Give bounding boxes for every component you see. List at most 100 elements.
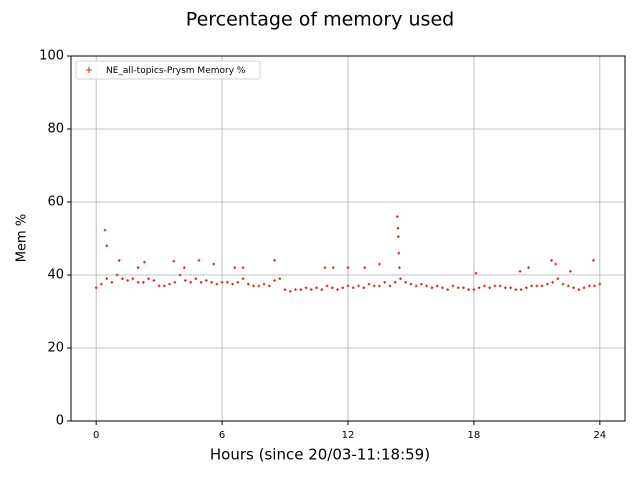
point xyxy=(283,288,287,291)
point xyxy=(173,281,177,284)
point xyxy=(117,259,121,262)
point xyxy=(504,286,507,290)
point xyxy=(527,266,530,269)
point xyxy=(535,284,539,288)
x-tick-label: 0 xyxy=(93,430,99,441)
point xyxy=(525,286,528,290)
point xyxy=(456,286,460,290)
point xyxy=(94,286,98,290)
point xyxy=(252,284,255,288)
point xyxy=(441,286,444,290)
point xyxy=(241,277,245,280)
point xyxy=(346,266,350,269)
point xyxy=(278,277,282,280)
point xyxy=(178,273,182,277)
point xyxy=(446,288,449,291)
point xyxy=(184,279,187,282)
point xyxy=(556,277,560,280)
point xyxy=(115,273,119,277)
point xyxy=(388,284,392,288)
point xyxy=(197,259,201,262)
point xyxy=(136,266,140,269)
point xyxy=(430,286,434,290)
point xyxy=(220,281,224,284)
point xyxy=(268,284,271,288)
x-tick-label: 6 xyxy=(219,430,225,441)
point xyxy=(233,266,236,269)
point xyxy=(183,266,186,269)
point xyxy=(273,259,276,262)
point xyxy=(530,284,533,288)
point xyxy=(262,282,266,286)
x-tick-label: 12 xyxy=(342,430,355,441)
point xyxy=(110,281,114,284)
point xyxy=(372,284,376,288)
point xyxy=(247,282,250,286)
point xyxy=(163,284,166,288)
point xyxy=(420,282,423,286)
point xyxy=(257,284,261,288)
point xyxy=(357,284,360,288)
point xyxy=(241,266,245,269)
point xyxy=(363,266,367,269)
point xyxy=(215,282,219,286)
point xyxy=(105,244,108,248)
point xyxy=(288,290,292,293)
point xyxy=(435,284,439,288)
point xyxy=(320,288,324,291)
point xyxy=(236,281,240,284)
y-tick-label: 100 xyxy=(39,49,64,64)
point xyxy=(168,282,171,286)
legend-marker xyxy=(86,67,92,73)
point xyxy=(398,266,401,269)
point xyxy=(474,271,478,275)
point xyxy=(396,215,399,218)
point xyxy=(212,262,215,266)
point xyxy=(147,277,150,280)
point xyxy=(383,281,387,284)
point xyxy=(404,281,408,284)
y-tick-label: 80 xyxy=(47,122,64,137)
point xyxy=(551,281,554,284)
point xyxy=(409,282,413,286)
point xyxy=(194,277,198,280)
point xyxy=(105,277,108,280)
point xyxy=(136,281,140,284)
point xyxy=(451,284,455,288)
point xyxy=(315,286,318,290)
point xyxy=(514,288,518,291)
x-axis-label: Hours (since 20/03-11:18:59) xyxy=(210,446,430,464)
point xyxy=(362,286,366,290)
point xyxy=(414,284,418,288)
point xyxy=(399,277,402,280)
point xyxy=(467,288,470,291)
point xyxy=(493,284,497,288)
point xyxy=(323,266,327,269)
point xyxy=(561,282,565,286)
point xyxy=(554,262,558,266)
y-tick-label: 20 xyxy=(47,341,64,356)
point xyxy=(231,282,234,286)
point xyxy=(330,286,334,290)
x-tick-label: 24 xyxy=(593,430,606,441)
point xyxy=(582,286,586,290)
point xyxy=(121,277,124,280)
point xyxy=(367,282,371,286)
point xyxy=(477,286,481,290)
point xyxy=(593,284,596,288)
point xyxy=(567,284,570,288)
point xyxy=(483,284,486,288)
point xyxy=(157,284,161,288)
point xyxy=(294,288,297,291)
chart-title: Percentage of memory used xyxy=(186,9,454,31)
point xyxy=(498,284,502,288)
point xyxy=(425,284,428,288)
point xyxy=(588,284,591,288)
point xyxy=(226,281,229,284)
point xyxy=(304,286,308,290)
point xyxy=(346,284,350,288)
point xyxy=(103,228,107,232)
point xyxy=(172,259,176,263)
point xyxy=(299,288,303,291)
point xyxy=(397,235,400,238)
